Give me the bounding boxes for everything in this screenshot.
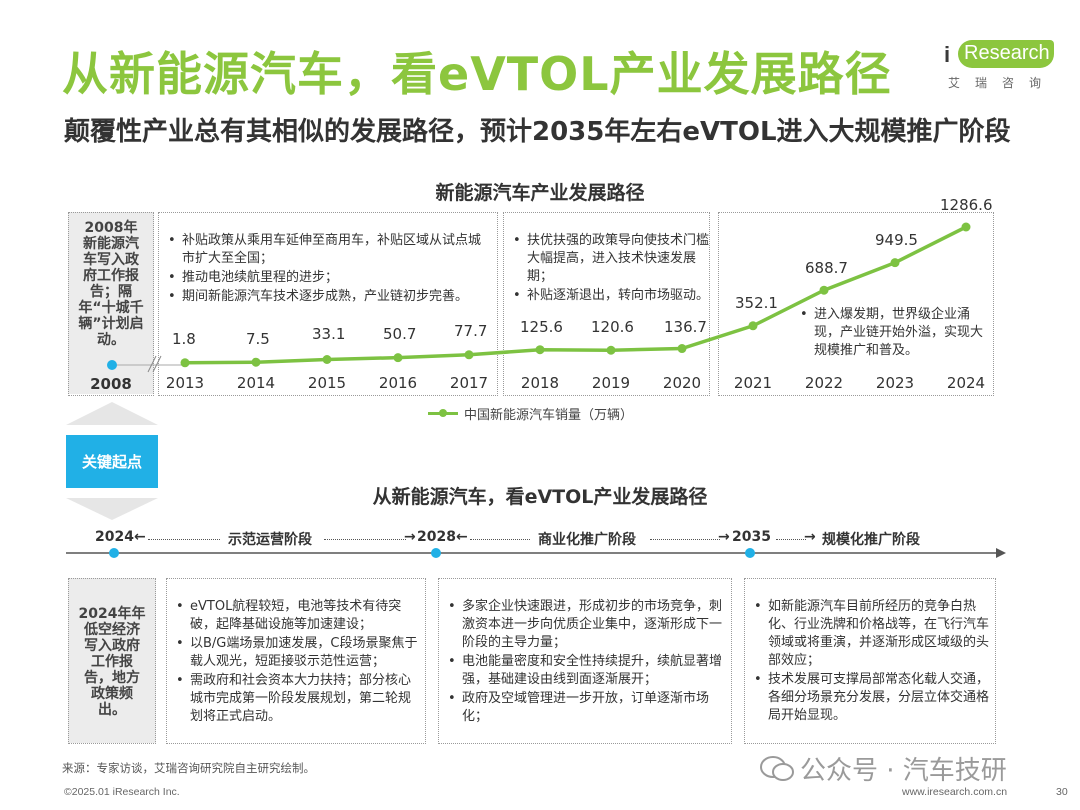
data-label: 1.8: [172, 330, 196, 348]
bullet-item: 技术发展可支撑局部常态化载人交通，各细分场景充分发展，分层立体交通格局开始显现。: [750, 671, 992, 725]
bullet-item: 扶优扶强的政策导向使技术门槛大幅提高，进入技术快速发展期；: [509, 232, 709, 286]
bullet-item: 以B/G端场景加速发展，C段场景聚焦于载人观光，短距接驳示范性运营；: [172, 635, 422, 671]
bullet-item: 推动电池续航里程的进步；: [164, 269, 490, 287]
page-number: 30: [1056, 786, 1068, 798]
timeline-year-2024: 2024: [95, 529, 134, 545]
stage1-bullets: eVTOL航程较短，电池等技术有待突破，起降基础设施等加速建设；以B/G端场景加…: [172, 598, 422, 727]
timeline-dash-1: [148, 539, 220, 540]
period3-bullets: 进入爆发期，世界级企业涌现，产业链开始外溢，实现大规模推广和普及。: [796, 306, 992, 361]
stage3-bullets: 如新能源汽车目前所经历的竞争白热化、行业洗牌和价格战等，在飞行汽车领域或将重演，…: [750, 598, 992, 726]
timeline-arrow-right-2: →: [718, 529, 730, 545]
bullet-item: 需政府和社会资本大力扶持；部分核心城市完成第一阶段发展规划，第二轮规划将正式启动…: [172, 672, 422, 726]
bullet-item: 如新能源汽车目前所经历的竞争白热化、行业洗牌和价格战等，在飞行汽车领域或将重演，…: [750, 598, 992, 670]
timeline-dash-3: [470, 539, 530, 540]
timeline-arrow-right-1: →: [404, 529, 416, 545]
x-tick-label: 2016: [378, 374, 418, 392]
data-label: 136.7: [664, 318, 707, 336]
data-label: 7.5: [246, 330, 270, 348]
bullet-item: 补贴逐渐退出，转向市场驱动。: [509, 287, 709, 305]
timeline-dash-5: [776, 539, 806, 540]
timeline-year-2028: 2028: [417, 529, 456, 545]
bullet-item: 多家企业快速跟进，形成初步的市场竞争，刺激资本进一步向优质企业集中，逐渐形成下一…: [444, 598, 728, 652]
timeline-stage-1: 示范运营阶段: [228, 532, 312, 548]
timeline-dash-2: [324, 539, 406, 540]
dot-2028: [431, 548, 441, 558]
data-label: 120.6: [591, 318, 634, 336]
timeline-arrow-right-3: →: [804, 529, 816, 545]
watermark-text: 公众号 · 汽车技研: [800, 756, 1007, 786]
key-start-button: 关键起点: [66, 435, 158, 488]
x-tick-label: 2022: [804, 374, 844, 392]
stage3-box: [744, 578, 996, 744]
page-title: 从新能源汽车，看eVTOL产业发展路径: [62, 47, 892, 101]
x-tick-label: 2019: [591, 374, 631, 392]
data-label: 352.1: [735, 294, 778, 312]
timeline-stage-2: 商业化推广阶段: [538, 532, 636, 548]
timeline-dash-4: [650, 539, 720, 540]
wechat-icon: [760, 755, 794, 781]
bottom-left-border: [68, 578, 156, 744]
stage1-box: [166, 578, 426, 744]
arrow-up-shape: [66, 402, 158, 425]
dot-2035: [745, 548, 755, 558]
x-tick-label: 2014: [236, 374, 276, 392]
bullet-item: 期间新能源汽车技术逐步成熟，产业链初步完善。: [164, 288, 490, 306]
legend-label: 中国新能源汽车销量（万辆）: [464, 408, 634, 423]
period2-bullets: 扶优扶强的政策导向使技术门槛大幅提高，进入技术快速发展期；补贴逐渐退出，转向市场…: [509, 232, 709, 306]
legend-line-icon: [428, 409, 458, 417]
data-label: 1286.6: [940, 196, 993, 214]
timeline-year-2035: 2035: [732, 529, 771, 545]
data-label: 125.6: [520, 318, 563, 336]
x-tick-label: 2013: [165, 374, 205, 392]
x-tick-label: 2024: [946, 374, 986, 392]
iresearch-logo: i Research 艾瑞咨询: [944, 40, 1054, 90]
arrow-down-shape: [66, 498, 158, 520]
stage2-bullets: 多家企业快速跟进，形成初步的市场竞争，刺激资本进一步向优质企业集中，逐渐形成下一…: [444, 598, 728, 727]
watermark: 公众号 · 汽车技研: [760, 750, 1007, 787]
bullet-item: 补贴政策从乘用车延伸至商用车，补贴区域从试点城市扩大至全国；: [164, 232, 490, 268]
copyright: ©2025.01 iResearch Inc.: [64, 786, 180, 798]
timeline-stage-3: 规模化推广阶段: [822, 532, 920, 548]
x-tick-label: 2018: [520, 374, 560, 392]
logo-text: Research: [964, 42, 1050, 64]
left-note-text: 2008年新能源汽车写入政府工作报告；隔年“十城千辆”计划启动。: [78, 220, 144, 348]
bullet-item: 政府及空域管理进一步开放，订单逐渐市场化；: [444, 690, 728, 726]
data-label: 688.7: [805, 259, 848, 277]
logo-cn: 艾瑞咨询: [948, 76, 1057, 90]
page-subtitle: 颠覆性产业总有其相似的发展路径，预计2035年左右eVTOL进入大规模推广阶段: [64, 117, 1011, 147]
left-note-border: [68, 212, 154, 396]
bullet-item: 进入爆发期，世界级企业涌现，产业链开始外溢，实现大规模推广和普及。: [796, 306, 992, 360]
period1-bullets: 补贴政策从乘用车延伸至商用车，补贴区域从试点城市扩大至全国；推动电池续航里程的进…: [164, 232, 490, 307]
year-2008-label: 2008: [90, 375, 132, 393]
logo-bubble: [958, 40, 1054, 68]
logo-i: i: [944, 42, 951, 67]
data-label: 949.5: [875, 231, 918, 249]
data-label: 33.1: [312, 325, 346, 343]
source-note: 来源：专家访谈，艾瑞咨询研究院自主研究绘制。: [62, 761, 315, 775]
x-tick-label: 2020: [662, 374, 702, 392]
chart-title: 新能源汽车产业发展路径: [435, 182, 645, 204]
x-tick-label: 2015: [307, 374, 347, 392]
dot-2024: [109, 548, 119, 558]
x-tick-label: 2023: [875, 374, 915, 392]
data-label: 77.7: [454, 322, 488, 340]
timeline-arrow-left-1: ←: [134, 529, 146, 545]
bullet-item: 电池能量密度和安全性持续提升，续航显著增强，基础建设由线到面逐渐展开；: [444, 653, 728, 689]
data-label: 50.7: [383, 325, 417, 343]
chart-legend: 中国新能源汽车销量（万辆）: [428, 404, 633, 423]
timeline-arrowhead: [996, 548, 1006, 558]
timeline-title: 从新能源汽车，看eVTOL产业发展路径: [372, 486, 708, 508]
bullet-item: eVTOL航程较短，电池等技术有待突破，起降基础设施等加速建设；: [172, 598, 422, 634]
x-tick-label: 2017: [449, 374, 489, 392]
x-tick-label: 2021: [733, 374, 773, 392]
bottom-left-box: [68, 578, 156, 743]
stage2-box: [438, 578, 732, 744]
bottom-left-text: 2024年年低空经济写入政府工作报告，地方政策频出。: [78, 606, 146, 718]
website: www.iresearch.com.cn: [902, 786, 1008, 798]
timeline-arrow-left-2: ←: [456, 529, 468, 545]
